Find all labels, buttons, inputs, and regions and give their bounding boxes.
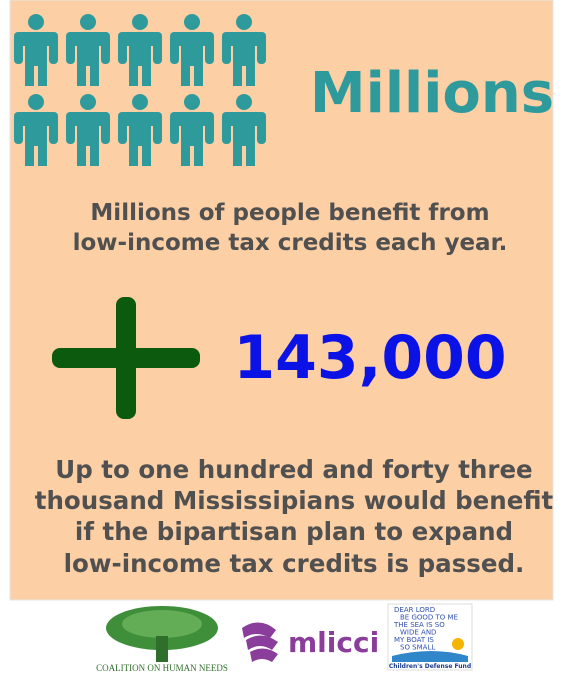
mlicci-logo: mlicci: [242, 622, 379, 662]
person-icon: [222, 94, 266, 166]
cdf-logo: Children's Defense Fund Dear Lordbe good…: [387, 603, 473, 671]
person-icon: [118, 94, 162, 166]
person-icon: [14, 94, 58, 166]
detail-line: low-income tax credits is passed.: [64, 549, 525, 578]
logo-art-text: the sea is so: [393, 621, 445, 629]
logo-art-text: be good to me: [400, 614, 458, 622]
logo-text: Coalition on Human Needs: [96, 663, 228, 673]
logo-art-text: so small: [400, 644, 435, 652]
person-icon: [66, 14, 110, 86]
big-number: 143,000: [233, 323, 506, 393]
intro-line: low-income tax credits each year.: [73, 230, 508, 256]
logo-art-text: my boat is: [394, 636, 434, 644]
logo-text: Children's Defense Fund: [389, 663, 471, 670]
person-icon: [170, 14, 214, 86]
detail-line: thousand Mississipians would benefit: [35, 486, 554, 515]
panel: [9, 0, 554, 601]
person-icon: [66, 94, 110, 166]
people-icons: [14, 14, 266, 166]
logo-art-text: Dear Lord: [394, 606, 435, 614]
person-icon: [118, 14, 162, 86]
person-icon: [170, 94, 214, 166]
coalition-logo: Coalition on Human Needs: [96, 606, 228, 673]
detail-line: Up to one hundred and forty three: [55, 455, 532, 484]
detail-line: if the bipartisan plan to expand: [75, 517, 513, 546]
logo-text: mlicci: [288, 626, 379, 659]
headline: Millions: [310, 61, 554, 126]
plus-icon: [52, 297, 200, 419]
person-icon: [222, 14, 266, 86]
logo-art-text: wide and: [400, 629, 436, 637]
intro-line: Millions of people benefit from: [90, 200, 489, 226]
person-icon: [14, 14, 58, 86]
